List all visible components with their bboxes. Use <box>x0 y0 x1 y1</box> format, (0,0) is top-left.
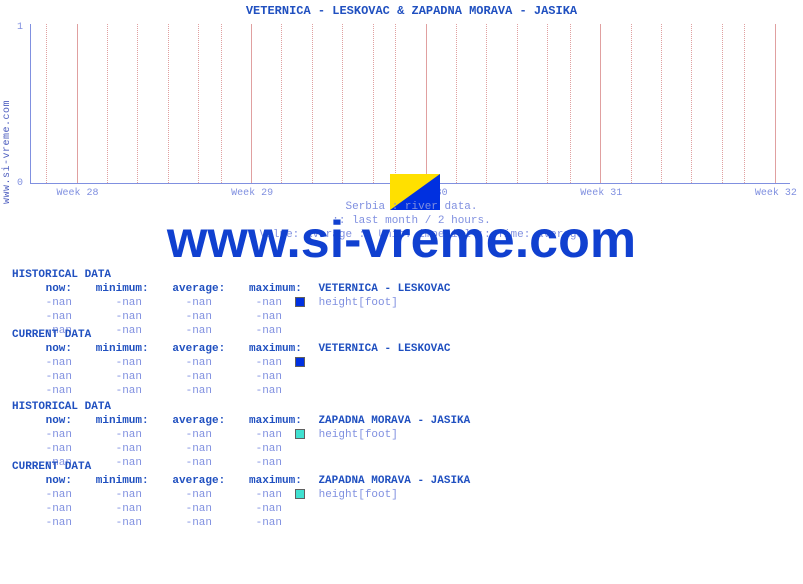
y-tick-0: 0 <box>17 178 23 189</box>
data-row: -nan-nan-nan-nan <box>12 442 470 456</box>
data-row: -nan-nan-nan-nan height[foot] <box>12 488 470 502</box>
data-row: -nan-nan-nan-nan height[foot] <box>12 428 470 442</box>
data-row: -nan-nan-nan-nan height[foot] <box>12 296 450 310</box>
data-row: -nan-nan-nan-nan <box>12 516 470 530</box>
caption-line-1: Serbia : river data. <box>30 200 793 214</box>
section-heading: CURRENT DATA <box>12 328 450 342</box>
x-tick-label: Week 28 <box>57 188 99 199</box>
data-row: -nan-nan-nan-nan <box>12 356 450 370</box>
column-header-row: now: minimum: average: maximum: ZAPADNA … <box>12 414 470 428</box>
station-label: VETERNICA - LESKOVAC <box>308 342 450 356</box>
series-swatch-icon <box>295 429 305 439</box>
chart-title: VETERNICA - LESKOVAC & ZAPADNA MORAVA - … <box>30 4 793 18</box>
series-swatch-icon <box>295 357 305 367</box>
data-row: -nan-nan-nan-nan <box>12 370 450 384</box>
chart-caption: Serbia : river data. :: last month / 2 h… <box>30 200 793 242</box>
station-label: VETERNICA - LESKOVAC <box>308 282 450 296</box>
side-url-label: www.si-vreme.com <box>2 100 13 204</box>
column-header-row: now: minimum: average: maximum: VETERNIC… <box>12 282 450 296</box>
x-tick-label: Week 29 <box>231 188 273 199</box>
section-heading: HISTORICAL DATA <box>12 268 450 282</box>
metric-label: height[foot] <box>309 488 398 502</box>
metric-label: height[foot] <box>309 428 398 442</box>
current-data-section-1: CURRENT DATA now: minimum: average: maxi… <box>12 328 450 398</box>
column-header-row: now: minimum: average: maximum: VETERNIC… <box>12 342 450 356</box>
data-row: -nan-nan-nan-nan <box>12 384 450 398</box>
x-tick-label: Week 31 <box>580 188 622 199</box>
station-label: ZAPADNA MORAVA - JASIKA <box>308 474 470 488</box>
x-tick-label: Week 32 <box>755 188 797 199</box>
metric-label: height[foot] <box>309 296 398 310</box>
chart-plot-area: 0 1 Week 28Week 29Week 30Week 31Week 32 <box>30 24 790 184</box>
column-header-row: now: minimum: average: maximum: ZAPADNA … <box>12 474 470 488</box>
series-swatch-icon <box>295 489 305 499</box>
data-row: -nan-nan-nan-nan <box>12 310 450 324</box>
section-heading: HISTORICAL DATA <box>12 400 470 414</box>
station-label: ZAPADNA MORAVA - JASIKA <box>308 414 470 428</box>
current-data-section-2: CURRENT DATA now: minimum: average: maxi… <box>12 460 470 530</box>
data-row: -nan-nan-nan-nan <box>12 502 470 516</box>
caption-line-3: :: Value: average :: Unit: imperial :: T… <box>30 228 793 242</box>
caption-line-2: :: last month / 2 hours. <box>30 214 793 228</box>
series-swatch-icon <box>295 297 305 307</box>
y-tick-1: 1 <box>17 22 23 33</box>
section-heading: CURRENT DATA <box>12 460 470 474</box>
